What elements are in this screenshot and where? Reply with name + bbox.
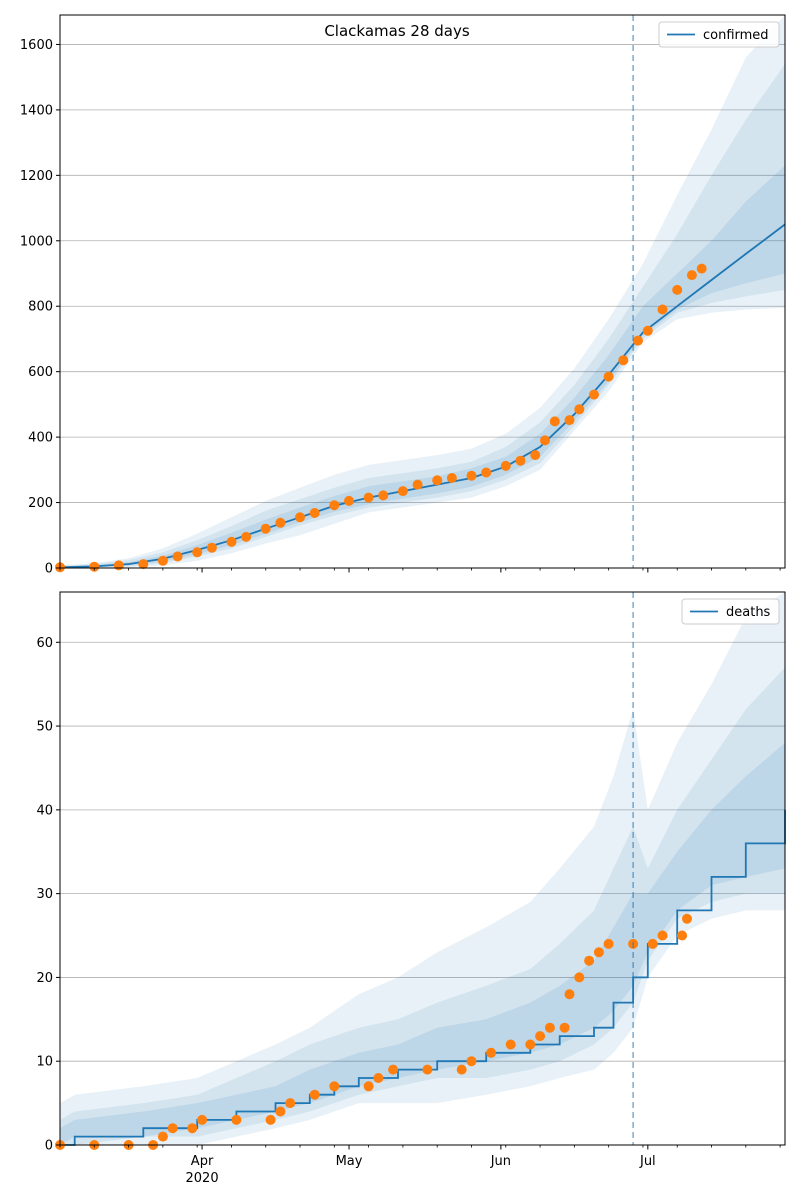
data-point (378, 490, 388, 500)
y-tick-label: 0 (45, 562, 53, 577)
data-point (540, 435, 550, 445)
data-point (516, 456, 526, 466)
y-tick-label: 60 (36, 636, 53, 651)
x-tick-sublabel: 2020 (186, 1171, 219, 1186)
data-point (506, 1040, 516, 1050)
data-point (677, 931, 687, 941)
data-point (467, 1056, 477, 1066)
y-tick-label: 1400 (20, 103, 53, 118)
data-point (310, 508, 320, 518)
figure: Clackamas 28 days 0200400600800100012001… (0, 0, 800, 1200)
data-point (413, 480, 423, 490)
data-point (168, 1123, 178, 1133)
y-tick-label: 1000 (20, 234, 53, 249)
data-point (658, 305, 668, 315)
data-point (388, 1065, 398, 1075)
data-point (550, 416, 560, 426)
data-point (535, 1031, 545, 1041)
data-point (565, 989, 575, 999)
y-tick-label: 50 (36, 720, 53, 735)
data-point (364, 1081, 374, 1091)
data-point (207, 543, 217, 553)
y-tick-label: 40 (36, 803, 53, 818)
data-point (574, 404, 584, 414)
data-point (173, 552, 183, 562)
y-tick-label: 1600 (20, 38, 53, 53)
x-tick-label: Jul (639, 1154, 656, 1169)
data-point (648, 939, 658, 949)
data-point (187, 1123, 197, 1133)
data-point (565, 415, 575, 425)
data-point (643, 326, 653, 336)
data-point (275, 518, 285, 528)
data-point (687, 270, 697, 280)
data-point (467, 471, 477, 481)
data-point (197, 1115, 207, 1125)
data-point (329, 500, 339, 510)
data-point (329, 1081, 339, 1091)
data-point (114, 560, 124, 570)
data-point (364, 493, 374, 503)
data-point (310, 1090, 320, 1100)
data-point (422, 1065, 432, 1075)
x-tick-label: Jun (490, 1154, 511, 1169)
data-point (658, 931, 668, 941)
data-point (589, 390, 599, 400)
data-point (594, 947, 604, 957)
data-point (574, 972, 584, 982)
data-point (633, 336, 643, 346)
legend-label: deaths (726, 605, 771, 620)
data-point (486, 1048, 496, 1058)
data-point (672, 285, 682, 295)
y-tick-label: 1200 (20, 169, 53, 184)
x-tick-label: May (336, 1154, 363, 1169)
data-point (241, 532, 251, 542)
confirmed-panel: Clackamas 28 days 0 200 400 600 800 1000 1200 1… (20, 15, 785, 577)
y-tick-label: 20 (36, 971, 53, 986)
y-tick-label: 200 (28, 496, 53, 511)
data-point (373, 1073, 383, 1083)
data-point (481, 468, 491, 478)
y-tick-label: 0 (45, 1139, 53, 1154)
data-point (530, 450, 540, 460)
data-point (697, 264, 707, 274)
data-point (618, 355, 628, 365)
data-point (604, 939, 614, 949)
data-point (432, 475, 442, 485)
y-tick-label: 10 (36, 1055, 53, 1070)
x-tick-label: Apr (191, 1154, 214, 1169)
data-point (285, 1098, 295, 1108)
data-point (295, 512, 305, 522)
legend-label: confirmed (703, 28, 769, 43)
data-point (344, 496, 354, 506)
data-point (457, 1065, 467, 1075)
data-point (266, 1115, 276, 1125)
y-tick-label: 400 (28, 431, 53, 446)
y-tick-label: 800 (28, 300, 53, 315)
data-point (525, 1040, 535, 1050)
data-point (192, 547, 202, 557)
data-point (501, 461, 511, 471)
deaths-panel: 0 10 20 30 40 50 60 Apr 2020 May Jun Jul deaths (36, 592, 785, 1186)
data-point (560, 1023, 570, 1033)
data-point (604, 372, 614, 382)
data-point (398, 486, 408, 496)
data-point (261, 524, 271, 534)
data-point (584, 956, 594, 966)
chart-title: Clackamas 28 days (324, 22, 470, 40)
data-point (545, 1023, 555, 1033)
y-tick-label: 30 (36, 887, 53, 902)
data-point (275, 1107, 285, 1117)
data-point (158, 1132, 168, 1142)
data-point (682, 914, 692, 924)
data-point (227, 537, 237, 547)
data-point (447, 473, 457, 483)
y-tick-label: 600 (28, 365, 53, 380)
data-point (158, 556, 168, 566)
data-point (231, 1115, 241, 1125)
